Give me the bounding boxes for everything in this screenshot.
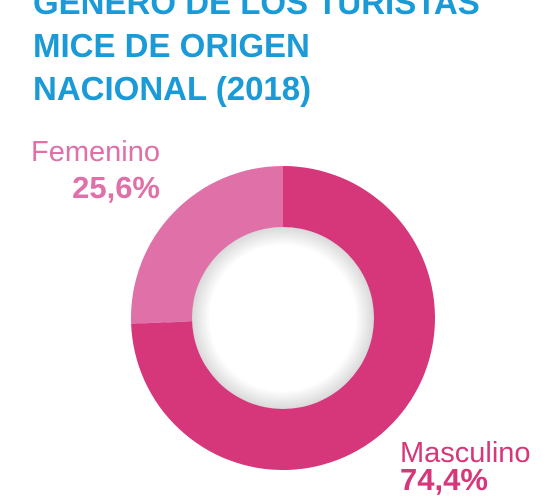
value-label: 25,6% bbox=[72, 170, 160, 205]
category-label: Masculino bbox=[400, 437, 531, 469]
chart-title: GÉNERO DE LOS TURISTAS bbox=[33, 0, 480, 21]
donut-slice bbox=[131, 166, 435, 470]
donut bbox=[131, 166, 435, 470]
chart-title: MICE DE ORIGEN bbox=[33, 27, 310, 64]
value-label: 74,4% bbox=[400, 462, 488, 497]
donut-slice bbox=[131, 166, 283, 324]
chart-title: NACIONAL (2018) bbox=[33, 70, 311, 107]
category-label: Femenino bbox=[31, 136, 160, 168]
donut-hole bbox=[192, 227, 374, 409]
